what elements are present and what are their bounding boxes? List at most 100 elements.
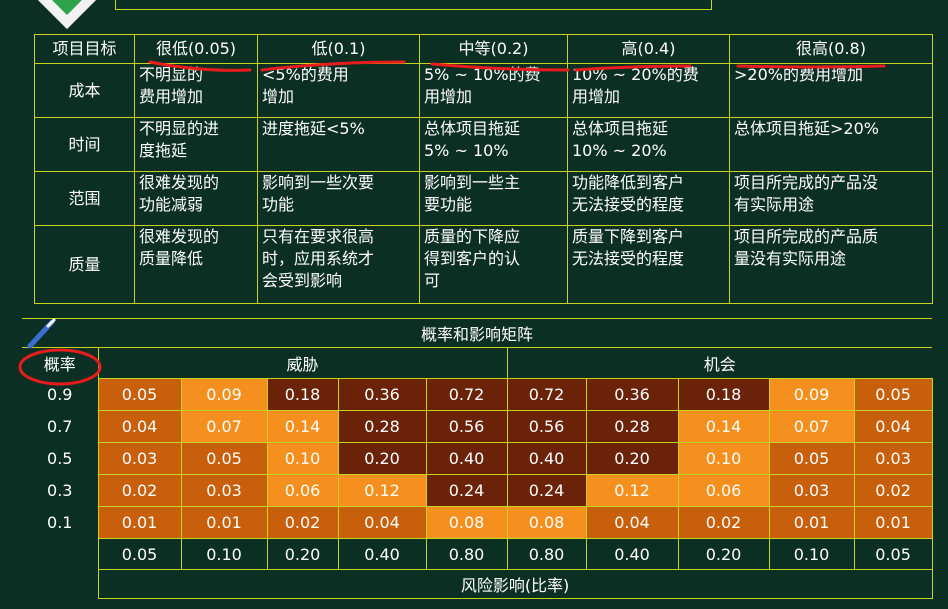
matrix-cell: 0.18 [677, 378, 770, 411]
impact-axis-value: 0.10 [180, 538, 268, 570]
impact-cell: 很难发现的 功能减弱 [134, 171, 258, 226]
opportunity-label: 机会 [506, 347, 933, 379]
matrix-cell: 0.06 [677, 474, 770, 507]
matrix-cell: 0.05 [768, 442, 855, 475]
objective-scope: 范围 [34, 171, 135, 226]
impact-cell: 总体项目拖延 5% ~ 10% [419, 117, 568, 172]
impact-axis-value: 0.05 [853, 538, 933, 570]
impact-cell: 只有在要求很高 时，应用系统才 会受到影响 [257, 225, 420, 304]
header-high: 高(0.4) [567, 34, 730, 64]
title-bar [0, 0, 948, 30]
matrix-cell: 0.14 [266, 410, 339, 443]
impact-cell: 影响到一些次要 功能 [257, 171, 420, 226]
impact-header-row: 项目目标 很低(0.05) 低(0.1) 中等(0.2) 高(0.4) 很高(0… [34, 34, 933, 64]
impact-cell: 项目所完成的产品质 量没有实际用途 [729, 225, 933, 304]
matrix-cell: 0.28 [337, 410, 427, 443]
matrix-cell: 0.08 [506, 506, 587, 539]
impact-cell: 不明显的进 度拖延 [134, 117, 258, 172]
header-medium: 中等(0.2) [419, 34, 568, 64]
objective-cost: 成本 [34, 63, 135, 118]
impact-cell: 影响到一些主 要功能 [419, 171, 568, 226]
impact-axis-value: 0.80 [425, 538, 508, 570]
matrix-row: 0.1 0.01 0.01 0.02 0.04 0.08 0.08 0.04 0.02 0.01 0… [22, 506, 933, 539]
probability-impact-matrix: 概率和影响矩阵 概率 威胁 机会 0.9 0.05 0.09 0.18 0.36 0.72… [22, 318, 933, 599]
matrix-cell: 0.56 [425, 410, 508, 443]
impact-cell: 10% ~ 20%的费 用增加 [567, 63, 730, 118]
matrix-row: 0.9 0.05 0.09 0.18 0.36 0.72 0.72 0.36 0.18 0.09 0… [22, 378, 933, 411]
matrix-cell: 0.05 [180, 442, 268, 475]
matrix-title: 概率和影响矩阵 [22, 318, 933, 348]
matrix-cell: 0.40 [425, 442, 508, 475]
impact-definition-table: 项目目标 很低(0.05) 低(0.1) 中等(0.2) 高(0.4) 很高(0… [34, 34, 933, 304]
matrix-cell: 0.14 [677, 410, 770, 443]
impact-cell: 总体项目拖延>20% [729, 117, 933, 172]
impact-cell: 进度拖延<5% [257, 117, 420, 172]
impact-cell: <5%的费用 增加 [257, 63, 420, 118]
matrix-cell: 0.05 [97, 378, 182, 411]
matrix-cell: 0.03 [180, 474, 268, 507]
matrix-cell: 0.56 [506, 410, 587, 443]
matrix-cell: 0.07 [768, 410, 855, 443]
matrix-row: 0.7 0.04 0.07 0.14 0.28 0.56 0.56 0.28 0.14 0.07 0… [22, 410, 933, 443]
impact-axis-row: 0.05 0.10 0.20 0.40 0.80 0.80 0.40 0.20 0.10 0.05 [22, 538, 933, 570]
matrix-row: 0.3 0.02 0.03 0.06 0.12 0.24 0.24 0.12 0.06 0.03 0… [22, 474, 933, 507]
impact-cell: 质量下降到客户 无法接受的程度 [567, 225, 730, 304]
matrix-cell: 0.02 [97, 474, 182, 507]
matrix-cell: 0.08 [425, 506, 508, 539]
axis-corner [22, 539, 98, 570]
impact-cell: 质量的下降应 得到客户的认可 [419, 225, 568, 304]
objective-quality: 质量 [34, 225, 135, 304]
impact-cell: 项目所完成的产品没 有实际用途 [729, 171, 933, 226]
impact-axis-value: 0.20 [677, 538, 770, 570]
impact-row-time: 时间 不明显的进 度拖延 进度拖延<5% 总体项目拖延 5% ~ 10% 总体项目拖… [34, 117, 933, 172]
matrix-cell: 0.01 [768, 506, 855, 539]
matrix-cell: 0.24 [425, 474, 508, 507]
impact-axis-value: 0.20 [266, 538, 339, 570]
matrix-cell: 0.12 [337, 474, 427, 507]
probability-value: 0.5 [47, 449, 73, 468]
matrix-cell: 0.09 [180, 378, 268, 411]
matrix-cell: 0.04 [337, 506, 427, 539]
matrix-cell: 0.02 [853, 474, 933, 507]
matrix-cell: 0.10 [677, 442, 770, 475]
matrix-body: 0.9 0.05 0.09 0.18 0.36 0.72 0.72 0.36 0.18 0.09 0… [22, 378, 933, 539]
matrix-cell: 0.04 [585, 506, 679, 539]
probability-label: 概率 [43, 355, 76, 375]
impact-cell: 功能降低到客户 无法接受的程度 [567, 171, 730, 226]
matrix-cell: 0.72 [425, 378, 508, 411]
matrix-caption-row: 概率和影响矩阵 [22, 318, 933, 348]
impact-axis-value: 0.40 [585, 538, 679, 570]
matrix-cell: 0.04 [97, 410, 182, 443]
matrix-cell: 0.36 [337, 378, 427, 411]
matrix-cell: 0.40 [506, 442, 587, 475]
matrix-cell: 0.12 [585, 474, 679, 507]
matrix-cell: 0.03 [97, 442, 182, 475]
matrix-cell: 0.01 [180, 506, 268, 539]
matrix-cell: 0.01 [853, 506, 933, 539]
impact-axis-value: 0.10 [768, 538, 855, 570]
impact-cell: 不明显的 费用增加 [134, 63, 258, 118]
x-axis-title: 风险影响(比率) [97, 569, 933, 599]
probability-value: 0.7 [47, 417, 73, 436]
x-axis-title-row: 风险影响(比率) [22, 569, 933, 599]
header-very-high: 很高(0.8) [729, 34, 933, 64]
matrix-row: 0.5 0.03 0.05 0.10 0.20 0.40 0.40 0.20 0.10 0.05 0… [22, 442, 933, 475]
matrix-cell: 0.10 [266, 442, 339, 475]
matrix-cell: 0.20 [585, 442, 679, 475]
impact-cell: >20%的费用增加 [729, 63, 933, 118]
matrix-cell: 0.18 [266, 378, 339, 411]
threat-label: 威胁 [97, 347, 507, 379]
matrix-cell: 0.24 [506, 474, 587, 507]
matrix-cell: 0.03 [768, 474, 855, 507]
matrix-cell: 0.20 [337, 442, 427, 475]
matrix-cell: 0.09 [768, 378, 855, 411]
matrix-cell: 0.01 [97, 506, 182, 539]
axis-title-spacer [22, 570, 98, 599]
matrix-cell: 0.36 [585, 378, 679, 411]
probability-value: 0.3 [47, 481, 73, 500]
objective-time: 时间 [34, 117, 135, 172]
impact-axis-value: 0.80 [506, 538, 587, 570]
impact-cell: 5% ~ 10%的费 用增加 [419, 63, 568, 118]
impact-axis-value: 0.40 [337, 538, 427, 570]
matrix-group-row: 概率 威胁 机会 [22, 347, 933, 379]
